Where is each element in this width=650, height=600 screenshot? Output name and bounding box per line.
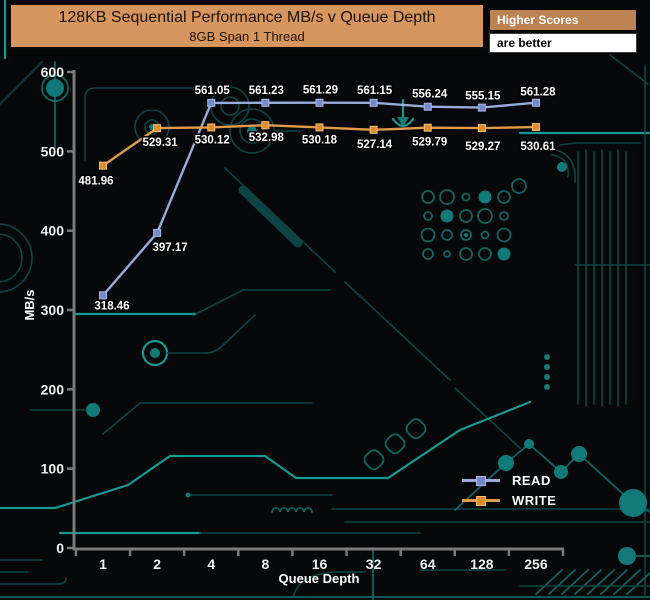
- write-data-label: 527.14: [357, 139, 393, 151]
- write-data-point: [423, 123, 432, 132]
- chart-title: 128KB Sequential Performance MB/s v Queu…: [58, 9, 436, 26]
- write-legend-marker: [476, 495, 486, 506]
- read-data-point: [423, 102, 432, 111]
- write-data-point: [99, 161, 107, 170]
- x-tick-label: 256: [524, 556, 548, 572]
- read-data-label: 561.29: [303, 85, 338, 97]
- read-data-point: [369, 98, 378, 107]
- y-tick-label: 100: [41, 461, 65, 477]
- read-data-point: [99, 291, 107, 300]
- read-data-label: 561.23: [249, 85, 284, 97]
- read-legend-label: READ: [512, 472, 551, 488]
- y-tick-label: 500: [41, 143, 65, 159]
- chart-legend: READ WRITE: [462, 470, 556, 510]
- solder-pad-grid: [420, 189, 512, 261]
- write-data-label: 530.18: [302, 134, 338, 146]
- read-data-label: 318.46: [94, 300, 129, 312]
- write-legend-line: [462, 495, 500, 506]
- x-tick-label: 16: [312, 556, 328, 572]
- x-tick-label: 128: [470, 556, 494, 572]
- x-tick-label: 1: [99, 556, 107, 572]
- down-arrow-icon: [391, 98, 415, 128]
- y-tick-label: 600: [41, 64, 65, 80]
- write-data-point: [369, 125, 378, 134]
- write-data-label: 481.96: [78, 176, 113, 188]
- legend-item-write: WRITE: [462, 490, 556, 510]
- x-tick-label: 2: [153, 556, 161, 572]
- write-data-point: [531, 123, 540, 132]
- x-axis-title: Queue Depth: [279, 571, 360, 586]
- write-data-point: [207, 123, 216, 132]
- write-data-label: 529.79: [412, 137, 447, 149]
- chart-title-box: 128KB Sequential Performance MB/s v Queu…: [9, 3, 485, 49]
- are-better-label: are better: [489, 33, 637, 53]
- y-tick-label: 200: [41, 381, 65, 397]
- y-axis-title: MB/s: [22, 289, 37, 320]
- read-data-point: [315, 98, 324, 107]
- read-data-label: 561.28: [520, 87, 556, 99]
- read-data-point: [477, 103, 486, 112]
- y-tick-label: 300: [41, 302, 65, 318]
- read-data-label: 556.24: [412, 89, 448, 101]
- write-data-point: [261, 121, 270, 130]
- write-data-point: [315, 123, 324, 132]
- write-data-label: 530.61: [520, 141, 556, 153]
- x-tick-label: 8: [261, 556, 269, 572]
- read-data-label: 397.17: [153, 242, 188, 254]
- write-data-label: 529.31: [143, 137, 179, 149]
- hatch-pattern: [535, 569, 650, 595]
- legend-item-read: READ: [462, 470, 556, 490]
- write-legend-label: WRITE: [512, 492, 557, 508]
- x-tick-label: 4: [207, 556, 215, 572]
- read-data-label: 561.15: [357, 85, 393, 97]
- read-data-point: [153, 228, 162, 237]
- higher-scores-label: Higher Scores: [489, 9, 637, 31]
- y-tick-label: 0: [56, 540, 64, 556]
- write-data-point: [153, 124, 162, 133]
- read-legend-line: [462, 475, 500, 486]
- read-data-point: [261, 98, 270, 107]
- write-data-label: 530.12: [195, 134, 230, 146]
- read-legend-marker: [476, 475, 486, 486]
- x-tick-label: 32: [366, 556, 382, 572]
- x-tick-label: 64: [420, 556, 436, 572]
- write-data-point: [477, 124, 486, 133]
- read-data-label: 561.05: [195, 85, 231, 97]
- write-data-label: 532.98: [249, 132, 285, 144]
- write-data-label: 529.27: [465, 141, 500, 153]
- chart-subtitle: 8GB Span 1 Thread: [189, 29, 305, 44]
- y-tick-label: 400: [41, 223, 65, 239]
- read-data-point: [207, 98, 216, 107]
- read-series-line: [102, 101, 537, 297]
- read-data-label: 555.15: [465, 91, 501, 103]
- read-data-point: [531, 98, 540, 107]
